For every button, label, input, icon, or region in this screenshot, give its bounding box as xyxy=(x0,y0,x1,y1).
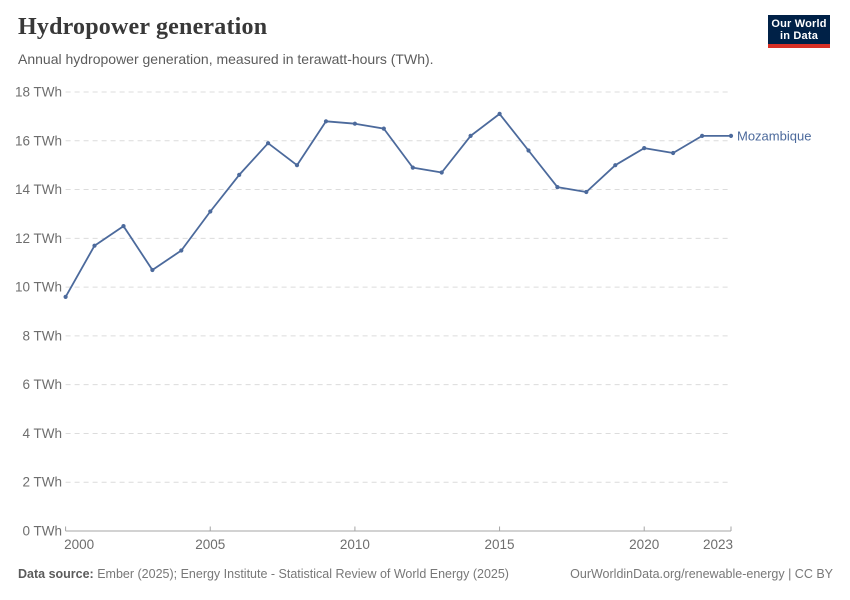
y-tick-label: 8 TWh xyxy=(22,328,62,343)
entity-label-mozambique[interactable]: Mozambique xyxy=(737,128,811,143)
data-point-2011[interactable] xyxy=(381,126,386,131)
data-point-2006[interactable] xyxy=(237,172,242,177)
y-tick-label: 18 TWh xyxy=(15,85,62,100)
data-point-2021[interactable] xyxy=(671,150,676,156)
y-tick-label: 0 TWh xyxy=(22,524,62,539)
data-point-2009[interactable] xyxy=(323,119,329,124)
footer-source-text: Ember (2025); Energy Institute - Statist… xyxy=(93,567,509,581)
data-point-2022[interactable] xyxy=(700,133,705,138)
footer-source-label: Data source: xyxy=(18,567,94,581)
y-tick-label: 14 TWh xyxy=(15,182,62,197)
data-point-2014[interactable] xyxy=(468,133,473,138)
data-point-2010[interactable] xyxy=(352,121,357,126)
owid-logo[interactable]: Our World in Data xyxy=(768,15,830,48)
chart-plot-area: 0 TWh 2 TWh 4 TWh 6 TWh 8 TWh 10 TWh 12 TWh 14 … xyxy=(15,85,811,553)
data-point-2017[interactable] xyxy=(555,185,560,190)
page-title: Hydropower generation xyxy=(18,14,268,40)
footer-credit-link[interactable]: OurWorldinData.org/renewable-energy | CC… xyxy=(570,567,833,581)
y-tick-label: 12 TWh xyxy=(15,231,62,246)
data-point-2000[interactable] xyxy=(63,294,68,299)
data-point-2001[interactable] xyxy=(92,243,97,248)
data-point-2020[interactable] xyxy=(642,146,647,151)
data-point-2015[interactable] xyxy=(497,111,502,116)
owid-logo-line2: in Data xyxy=(779,30,819,42)
y-tick-label: 6 TWh xyxy=(22,377,62,392)
data-point-2005[interactable] xyxy=(208,209,213,214)
data-point-2003[interactable] xyxy=(150,267,155,273)
data-point-2008[interactable] xyxy=(294,163,300,168)
x-tick-label: 2000 xyxy=(64,537,94,552)
y-tick-label: 4 TWh xyxy=(22,426,62,441)
data-point-2018[interactable] xyxy=(584,189,589,195)
data-point-2012[interactable] xyxy=(410,165,415,170)
footer-source: Data source: Ember (2025); Energy Instit… xyxy=(18,567,509,581)
y-tick-label: 16 TWh xyxy=(15,133,62,148)
mozambique-line[interactable] xyxy=(64,113,732,298)
x-tick-label: 2020 xyxy=(629,537,659,552)
x-tick-label: 2023 xyxy=(703,537,733,552)
data-point-2013[interactable] xyxy=(439,170,444,175)
chart-subtitle: Annual hydropower generation, measured i… xyxy=(18,51,434,67)
y-tick-label: 2 TWh xyxy=(22,475,62,490)
data-point-2002[interactable] xyxy=(121,224,126,229)
owid-logo-line1: Our World xyxy=(771,18,827,30)
x-tick-label: 2010 xyxy=(340,537,370,552)
data-point-2019[interactable] xyxy=(613,163,618,168)
data-point-2023[interactable] xyxy=(728,133,734,138)
y-tick-label: 10 TWh xyxy=(15,280,62,295)
data-point-2004[interactable] xyxy=(179,248,184,253)
data-point-2016[interactable] xyxy=(526,148,531,153)
data-point-2007[interactable] xyxy=(266,141,271,146)
x-tick-label: 2005 xyxy=(195,537,225,552)
x-tick-label: 2015 xyxy=(485,537,515,552)
